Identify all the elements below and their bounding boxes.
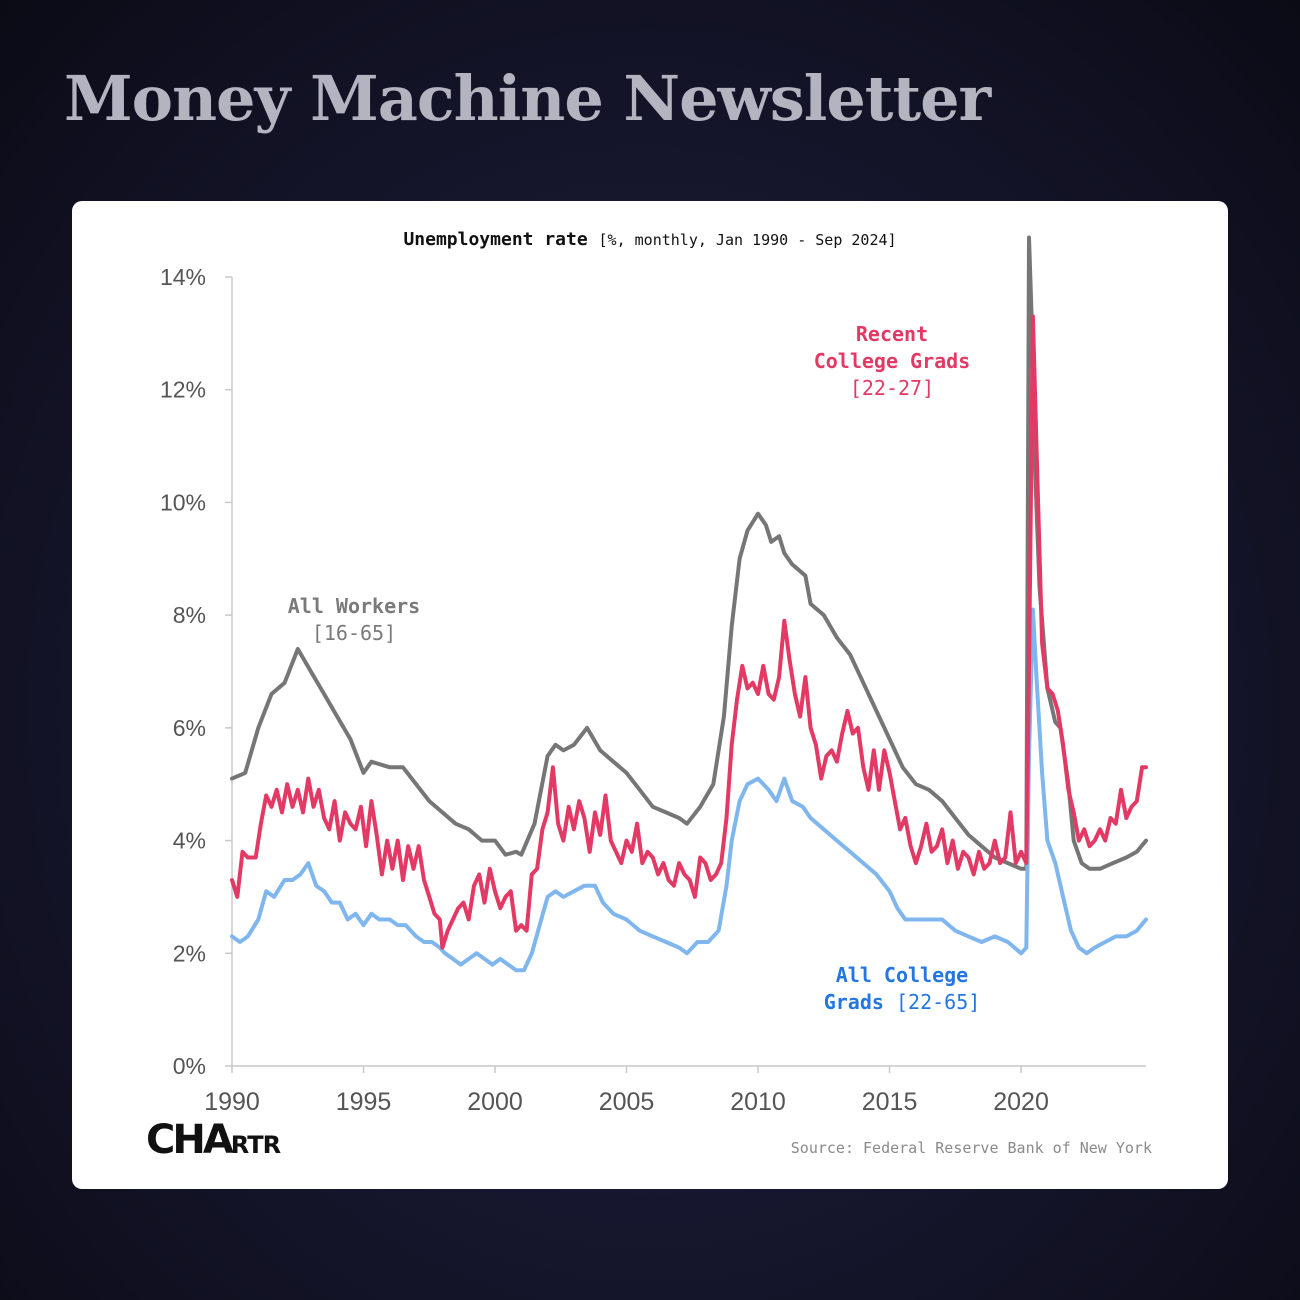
source-note: Source: Federal Reserve Bank of New York bbox=[790, 1139, 1152, 1157]
all-college-grads-line bbox=[230, 607, 1148, 973]
chartr-logo: CHARTR bbox=[146, 1117, 281, 1163]
logo-big-text: CHA bbox=[146, 1117, 234, 1163]
recent-grads-label: Recent College Grads [22-27] bbox=[790, 321, 994, 402]
all-college-range: [22-65] bbox=[895, 990, 981, 1014]
line-chart: 0% 2% 4% 6% 8% 10% 12% 14% 1990 1995 2000 2005 2010 2… bbox=[160, 235, 1148, 1116]
all-workers-line bbox=[230, 235, 1148, 871]
all-college-name-line1: All College bbox=[835, 963, 969, 987]
all-college-name-line2: Grads bbox=[823, 990, 884, 1014]
all-college-label: All College Grads [22-65] bbox=[784, 962, 1020, 1016]
x-tick-label: 1990 bbox=[204, 1088, 260, 1116]
x-tick-label: 2015 bbox=[862, 1088, 918, 1116]
logo-small-text: RTR bbox=[230, 1131, 281, 1159]
y-tick-label: 0% bbox=[173, 1053, 206, 1079]
chart-title-main: Unemployment rate bbox=[403, 229, 588, 250]
all-workers-name: All Workers bbox=[287, 594, 421, 618]
newsletter-title: Money Machine Newsletter bbox=[64, 62, 991, 135]
y-tick-label: 4% bbox=[173, 828, 206, 854]
x-tick-label: 2020 bbox=[993, 1088, 1049, 1116]
recent-grads-range: [22-27] bbox=[849, 376, 935, 400]
recent-grads-name-line1: Recent bbox=[855, 322, 929, 346]
y-tick-label: 12% bbox=[160, 377, 206, 403]
chart-card: 0% 2% 4% 6% 8% 10% 12% 14% 1990 1995 2000 2005 2010 2… bbox=[72, 201, 1228, 1189]
y-tick-label: 8% bbox=[173, 602, 206, 628]
recent-grads-name-line2: College Grads bbox=[813, 349, 971, 373]
x-tick-label: 1995 bbox=[336, 1088, 392, 1116]
y-tick-label: 6% bbox=[173, 715, 206, 741]
y-tick-label: 14% bbox=[160, 264, 206, 290]
recent-grads-line bbox=[230, 314, 1148, 950]
x-tick-label: 2005 bbox=[599, 1088, 655, 1116]
y-tick-label: 10% bbox=[160, 489, 206, 515]
chart-title: Unemployment rate [%, monthly, Jan 1990 … bbox=[72, 229, 1228, 250]
y-tick-label: 2% bbox=[173, 940, 206, 966]
all-workers-range: [16-65] bbox=[311, 621, 397, 645]
all-workers-label: All Workers [16-65] bbox=[262, 593, 446, 647]
chart-title-sub: [%, monthly, Jan 1990 - Sep 2024] bbox=[598, 231, 897, 249]
x-tick-label: 2000 bbox=[467, 1088, 523, 1116]
x-tick-label: 2010 bbox=[730, 1088, 786, 1116]
